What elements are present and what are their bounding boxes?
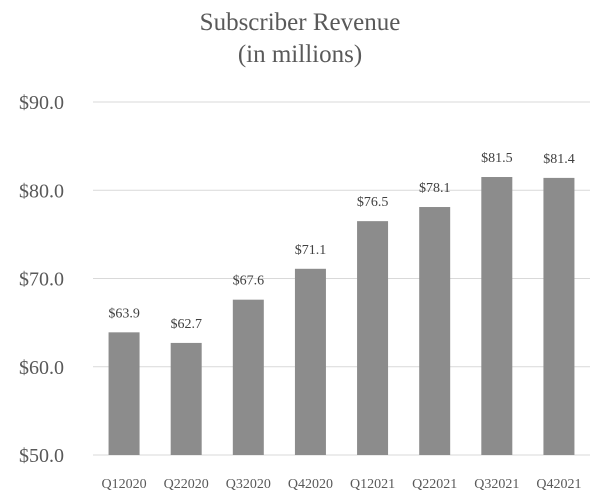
x-tick-label-q32020: Q32020 xyxy=(226,477,271,492)
bars xyxy=(108,177,575,455)
bar-q22020 xyxy=(170,342,202,455)
bar-q12020 xyxy=(108,332,140,455)
y-tick-label: $50.0 xyxy=(19,445,64,467)
bar-q32021 xyxy=(481,177,513,455)
bar-q12021 xyxy=(357,221,389,455)
y-tick-label: $60.0 xyxy=(19,357,64,379)
x-tick-label-q42021: Q42021 xyxy=(536,477,581,492)
x-tick-label-q12021: Q12021 xyxy=(350,477,395,492)
gridlines xyxy=(93,101,590,456)
x-tick-label-q22020: Q22020 xyxy=(164,477,209,492)
bar-q42020 xyxy=(294,268,326,455)
data-label-q32021: $81.5 xyxy=(481,151,513,166)
x-axis-tick-labels: Q12020 Q22020 Q32020 Q42020 Q12021 Q22021 Q320… xyxy=(102,477,582,492)
y-axis-tick-labels: $50.0 $60.0 $70.0 $80.0 $90.0 xyxy=(19,92,64,467)
x-tick-label-q22021: Q22021 xyxy=(412,477,457,492)
x-tick-label-q32021: Q32021 xyxy=(474,477,519,492)
data-label-q22021: $78.1 xyxy=(419,181,451,196)
x-tick-label-q42020: Q42020 xyxy=(288,477,333,492)
bar-q22021 xyxy=(419,207,451,455)
y-tick-label: $70.0 xyxy=(19,269,64,291)
chart-title-line-2: (in millions) xyxy=(238,41,362,68)
data-label-q12021: $76.5 xyxy=(357,195,389,210)
chart-title-line-1: Subscriber Revenue xyxy=(200,9,401,36)
bar-q32020 xyxy=(232,299,264,455)
data-label-q22020: $62.7 xyxy=(170,317,202,332)
data-labels: $63.9 $62.7 $67.6 $71.1 $76.5 $78.1 $81.5 $81.4 xyxy=(108,151,574,332)
chart-title: Subscriber Revenue (in millions) xyxy=(200,9,401,68)
x-tick-label-q12020: Q12020 xyxy=(102,477,147,492)
y-tick-label: $90.0 xyxy=(19,92,64,114)
bar-q42021 xyxy=(543,177,575,455)
data-label-q12020: $63.9 xyxy=(108,306,140,321)
data-label-q42020: $71.1 xyxy=(295,243,327,258)
y-tick-label: $80.0 xyxy=(19,180,64,202)
data-label-q32020: $67.6 xyxy=(233,274,265,289)
data-label-q42021: $81.4 xyxy=(543,152,575,167)
